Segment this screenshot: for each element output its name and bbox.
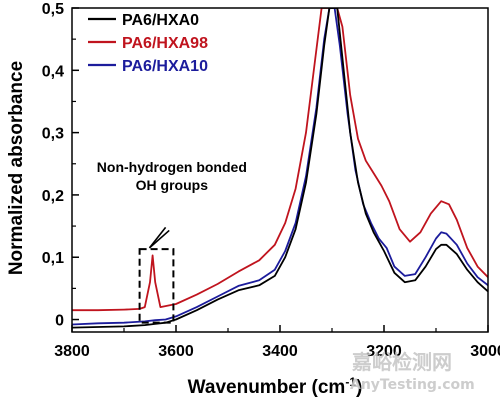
y-axis-title: Normalized absorbance xyxy=(6,61,27,275)
y-tick-label: 0,4 xyxy=(42,63,64,80)
series-line-pa6-hxa0 xyxy=(72,8,488,329)
y-tick-label: 0,3 xyxy=(42,126,64,143)
annotation-layer: Non-hydrogen bonded OH groups xyxy=(97,159,247,324)
series-layer xyxy=(72,8,488,329)
series-line-pa6-hxa98 xyxy=(72,8,488,312)
x-axis-title-close: ) xyxy=(356,377,362,398)
x-axis-title: Wavenumber (cm-1) xyxy=(188,375,363,398)
y-tick-label: 0,2 xyxy=(42,188,64,205)
annotation-dashed-box xyxy=(138,248,175,324)
x-tick-label: 3200 xyxy=(366,343,402,360)
legend-label: PA6/HXA98 xyxy=(122,35,208,52)
x-axis-title-main: Wavenumber (cm xyxy=(188,377,346,398)
annotation-text-line: OH groups xyxy=(136,177,209,193)
annotation-arrow-tail xyxy=(148,226,167,249)
legend-label: PA6/HXA10 xyxy=(122,58,208,75)
y-tick-label: 0,1 xyxy=(42,250,64,267)
x-axis-title-superscript: -1 xyxy=(345,375,356,389)
watermark: 嘉峪检测网 AnyTesting.com xyxy=(350,350,475,393)
watermark-cn: 嘉峪检测网 xyxy=(351,350,452,374)
annotation-text-line: Non-hydrogen bonded xyxy=(97,159,247,175)
legend-label: PA6/HXA0 xyxy=(122,12,199,29)
x-tick-label: 3400 xyxy=(262,343,298,360)
legend: PA6/HXA0 PA6/HXA98 PA6/HXA10 xyxy=(88,12,208,75)
x-tick-label: 3600 xyxy=(158,343,194,360)
series-line-pa6-hxa10 xyxy=(72,8,488,326)
watermark-en: AnyTesting.com xyxy=(350,377,475,393)
y-tick-label: 0,5 xyxy=(42,1,64,18)
x-tick-label: 3800 xyxy=(54,343,90,360)
y-tick-label: 0 xyxy=(55,313,64,330)
